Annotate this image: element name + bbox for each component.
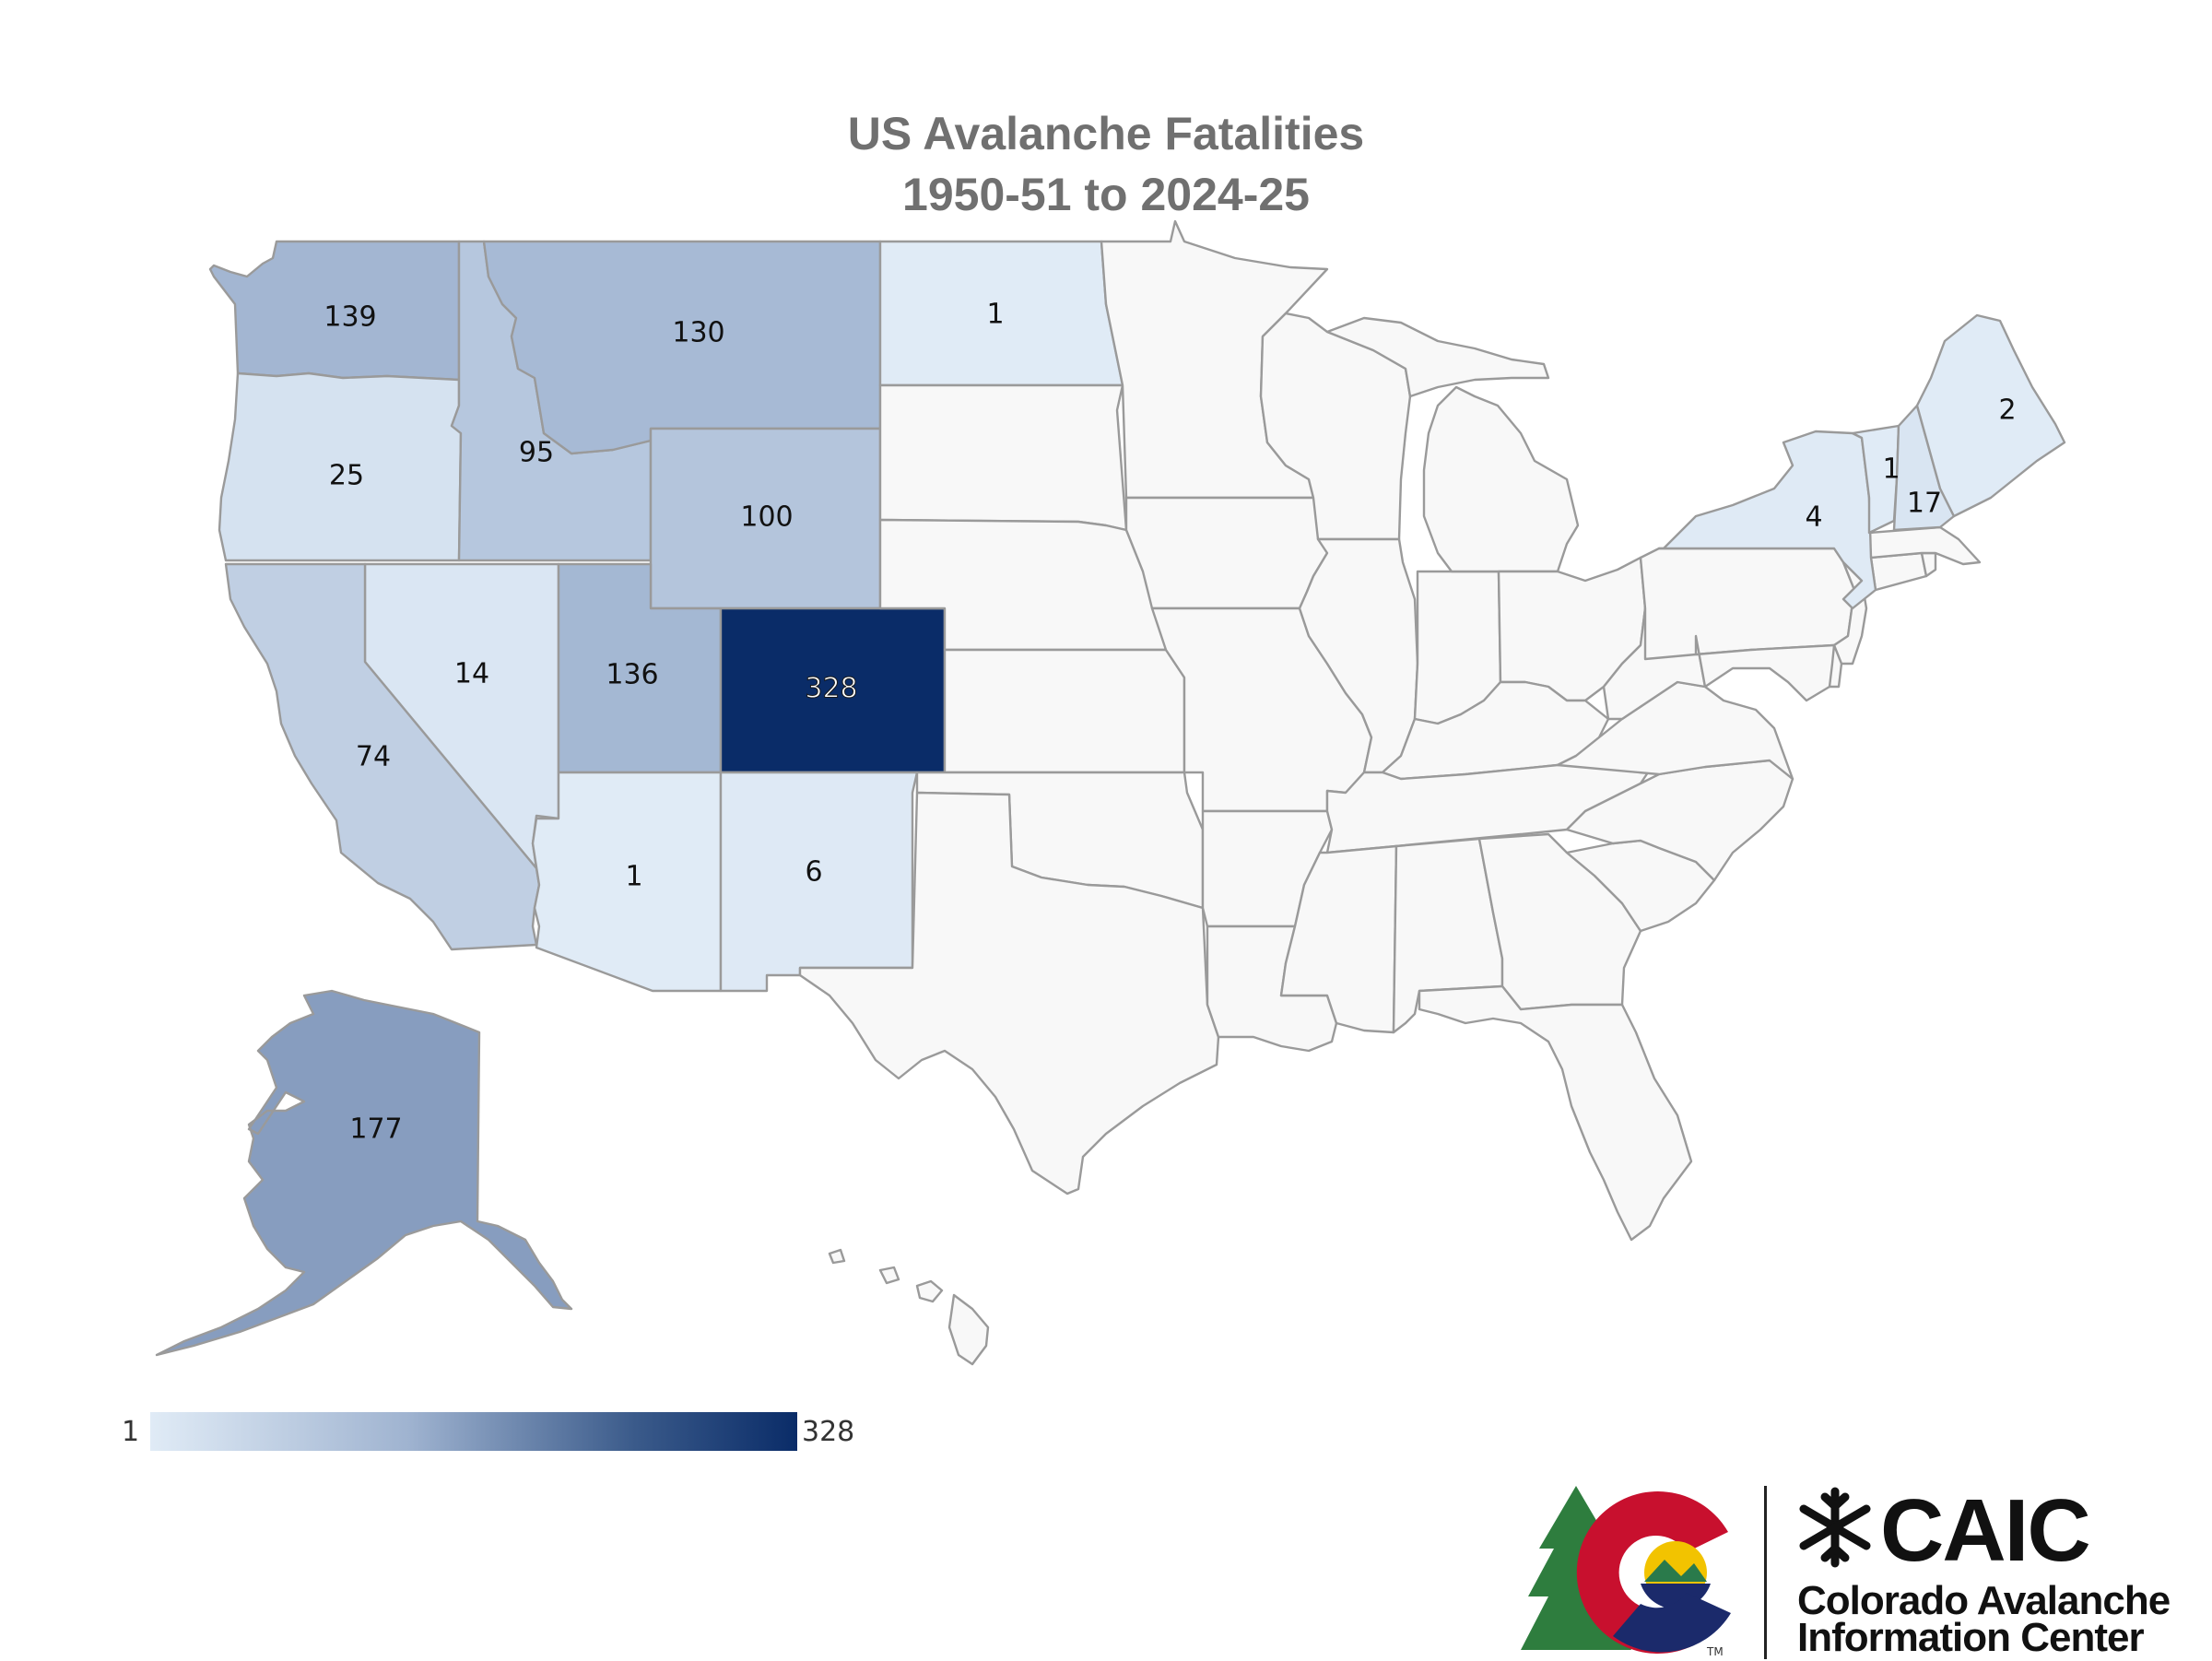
state-label-VT: 1 (1882, 454, 1900, 486)
state-AK (155, 989, 573, 1357)
state-label-NM: 6 (805, 856, 822, 889)
state-HI-kauai (828, 1248, 846, 1265)
state-label-MT: 130 (672, 317, 724, 349)
state-KS (943, 648, 1186, 774)
state-label-NY: 4 (1805, 501, 1822, 534)
state-HI (947, 1293, 990, 1366)
colorado-flag-logo: TM (1521, 1486, 1731, 1658)
legend-color-scale (150, 1412, 797, 1451)
state-MI-UP (1325, 316, 1550, 398)
state-PA (1639, 547, 1856, 661)
state-HI-maui (915, 1279, 944, 1303)
state-label-ID: 95 (519, 437, 554, 469)
state-MI (1422, 385, 1580, 573)
state-TX (798, 791, 1220, 1196)
state-label-CO: 328 (805, 673, 857, 705)
state-NC (1565, 759, 1794, 882)
state-label-AZ: 1 (625, 861, 642, 893)
caic-name-line1: Colorado Avalanche (1797, 1578, 2171, 1623)
map-subtitle: 1950-51 to 2024-25 (902, 169, 1310, 220)
state-label-ME: 2 (1998, 395, 2016, 427)
state-HI-oahu (878, 1266, 900, 1285)
logo-divider (1764, 1486, 1767, 1659)
legend-max-label: 328 (802, 1416, 855, 1448)
legend-min-label: 1 (122, 1416, 140, 1448)
state-label-WA: 139 (324, 301, 376, 334)
state-label-WY: 100 (740, 501, 793, 534)
svg-text:TM: TM (1706, 1645, 1724, 1658)
state-AZ (531, 771, 723, 993)
state-DE (1828, 643, 1843, 689)
state-label-NV: 14 (454, 658, 489, 690)
state-label-NH: 17 (1907, 488, 1942, 520)
state-label-AK: 177 (349, 1113, 402, 1146)
state-IA (1124, 496, 1334, 610)
state-CT (1869, 551, 1928, 592)
state-label-UT: 136 (606, 659, 658, 691)
state-MA (1867, 525, 1982, 566)
snowflake-icon (1799, 1487, 1871, 1568)
state-SD (878, 383, 1128, 532)
state-label-OR: 25 (329, 460, 364, 492)
state-VA (1556, 680, 1794, 781)
caic-name-line2: Information Center (1797, 1615, 2145, 1660)
state-FL (1418, 984, 1693, 1242)
state-label-CA: 74 (356, 741, 391, 773)
caic-acronym: CAIC (1880, 1481, 2091, 1580)
state-WI (1259, 312, 1412, 541)
state-MD (1694, 634, 1841, 702)
map-title: US Avalanche Fatalities (847, 108, 1365, 159)
state-IL (1298, 537, 1419, 774)
state-label-ND: 1 (986, 299, 1004, 331)
state-ME (1915, 313, 2066, 518)
